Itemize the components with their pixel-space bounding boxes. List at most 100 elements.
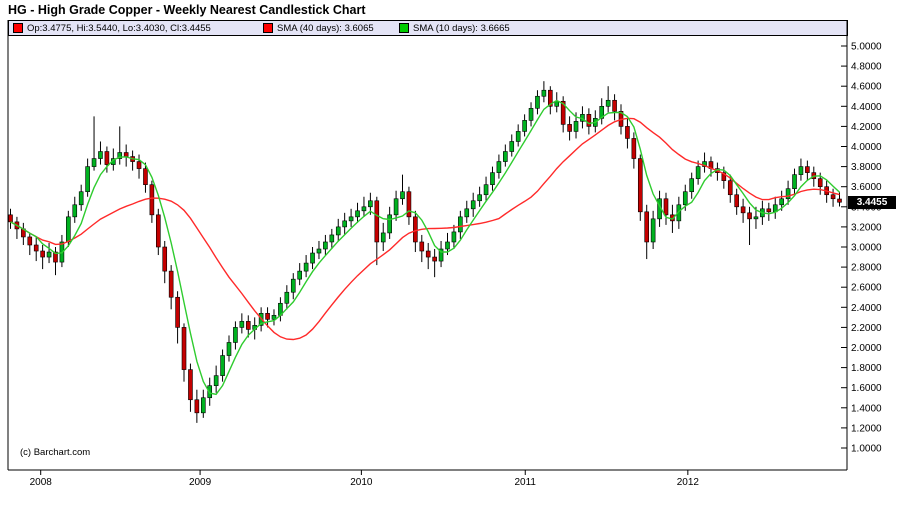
candle-body — [515, 131, 521, 142]
candle-body — [817, 178, 823, 188]
legend-sma-10-label: SMA (10 days): 3.6665 — [413, 22, 510, 34]
candle-body — [400, 191, 405, 200]
candle-body — [567, 124, 572, 132]
candle-body — [233, 327, 238, 343]
candle-body — [33, 244, 39, 252]
candle-body — [188, 369, 193, 401]
candle-body — [682, 191, 688, 206]
candle-body — [220, 355, 225, 376]
candle-body — [650, 218, 656, 243]
y-axis-label: 4.8000 — [851, 62, 882, 73]
candle-body — [805, 166, 810, 173]
page-title: HG - High Grade Copper - Weekly Nearest … — [8, 3, 366, 17]
y-axis-label: 2.6000 — [851, 283, 882, 294]
x-axis-label: 2010 — [350, 477, 373, 488]
candle-body — [792, 174, 797, 190]
y-axis-label: 1.6000 — [851, 383, 882, 394]
candle-body — [528, 108, 534, 121]
x-axis-label: 2012 — [677, 477, 700, 488]
x-axis-label: 2011 — [514, 477, 536, 488]
y-axis-label: 3.6000 — [851, 182, 882, 193]
sma-40-swatch-icon — [263, 23, 273, 33]
candle-body — [753, 216, 759, 220]
candle-body — [175, 296, 180, 328]
candle-body — [740, 206, 746, 214]
candle-body — [168, 270, 174, 298]
candle-body — [316, 248, 322, 254]
candle-body — [53, 251, 58, 263]
candle-body — [586, 114, 592, 127]
x-axis-label: 2008 — [30, 477, 53, 488]
candle-body — [779, 198, 784, 206]
legend-item-sma-40: SMA (40 days): 3.6065 — [263, 22, 374, 34]
candle-body — [226, 342, 232, 356]
candle-body — [727, 180, 733, 196]
candle-body — [200, 397, 206, 414]
candle-body — [156, 214, 161, 248]
candle-body — [535, 95, 540, 109]
candle-body — [361, 206, 367, 212]
candle-body — [368, 200, 373, 208]
candle-body — [239, 321, 245, 328]
candle-body — [117, 152, 123, 159]
candle-body — [104, 151, 110, 165]
candle-body — [380, 232, 386, 243]
y-axis-label: 3.2000 — [851, 222, 882, 233]
candle-body — [181, 327, 187, 370]
candle-body — [605, 99, 611, 107]
y-axis-label: 4.6000 — [851, 82, 882, 93]
candle-body — [702, 161, 707, 167]
candle-body — [548, 89, 553, 107]
candle-body — [348, 216, 354, 222]
candle-body — [355, 210, 360, 218]
candle-body — [310, 252, 315, 264]
candle-body — [496, 161, 502, 173]
candle-body — [470, 200, 476, 210]
candle-body — [123, 152, 129, 157]
candle-body — [830, 194, 836, 200]
candle-body — [798, 166, 804, 175]
y-axis-label: 2.8000 — [851, 263, 882, 274]
candle-body — [464, 208, 470, 218]
candle-body — [689, 178, 694, 193]
legend-sma-40-label: SMA (40 days): 3.6065 — [277, 22, 374, 34]
y-axis-label: 1.0000 — [851, 444, 882, 455]
candle-body — [503, 151, 508, 162]
candle-body — [734, 194, 739, 208]
last-price-badge: 3.4455 — [848, 196, 896, 209]
candle-body — [374, 200, 380, 243]
candle-body — [625, 126, 630, 139]
candle-body — [72, 204, 78, 218]
candle-body — [695, 166, 701, 179]
candle-body — [8, 214, 13, 223]
ohlc-swatch-icon — [13, 23, 23, 33]
candle-body — [573, 121, 579, 132]
y-axis-label: 4.0000 — [851, 142, 882, 153]
candle-body — [271, 315, 277, 320]
candle-body — [785, 188, 791, 200]
candle-body — [149, 184, 155, 216]
candle-body — [522, 120, 527, 132]
candle-body — [284, 291, 290, 304]
candle-body — [387, 214, 392, 234]
candle-body — [27, 236, 33, 246]
candle-body — [329, 234, 335, 243]
candle-body — [419, 241, 425, 252]
y-axis-label: 5.0000 — [851, 42, 882, 53]
candle-body — [91, 158, 97, 167]
legend-item-sma-10: SMA (10 days): 3.6665 — [399, 22, 510, 34]
candle-body — [143, 168, 148, 185]
candle-body — [335, 226, 341, 236]
candle-body — [213, 375, 219, 386]
candle-body — [490, 172, 495, 185]
candle-body — [85, 166, 90, 193]
y-axis-label: 1.8000 — [851, 363, 882, 374]
candle-body — [509, 141, 515, 152]
candle-body — [40, 250, 45, 258]
x-axis-label: 2009 — [189, 477, 212, 488]
candle-body — [663, 198, 669, 216]
y-axis-label: 2.0000 — [851, 343, 882, 354]
candle-body — [432, 256, 437, 262]
candle-body — [303, 262, 309, 272]
